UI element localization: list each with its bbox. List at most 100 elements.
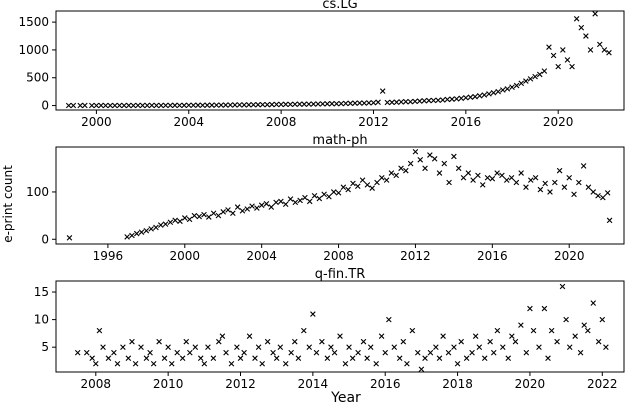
data-point — [422, 165, 428, 172]
data-point — [532, 174, 539, 181]
data-point — [316, 195, 323, 202]
data-point — [458, 338, 464, 345]
data-point — [129, 232, 135, 239]
data-point — [340, 184, 347, 191]
data-point — [105, 355, 112, 362]
data-point — [133, 230, 140, 237]
data-point — [407, 98, 414, 105]
data-point — [162, 102, 169, 109]
data-point — [342, 360, 349, 367]
data-point — [444, 96, 451, 103]
data-point — [311, 192, 318, 199]
data-point — [88, 102, 95, 109]
data-point — [373, 360, 379, 367]
plot-area-frame — [55, 280, 625, 373]
data-point — [153, 102, 160, 109]
x-tick-label: 2020 — [515, 377, 546, 391]
data-point — [156, 338, 162, 345]
data-point — [465, 170, 472, 176]
data-point — [509, 333, 515, 339]
data-point — [421, 98, 428, 104]
data-point — [263, 200, 270, 207]
data-point — [153, 224, 159, 231]
data-point — [82, 102, 88, 109]
data-point — [389, 99, 395, 106]
data-point — [273, 355, 280, 362]
data-point — [302, 194, 308, 201]
data-point — [364, 355, 370, 362]
data-point — [435, 97, 441, 104]
data-point — [239, 208, 246, 214]
data-point — [331, 349, 338, 356]
data-point — [409, 327, 416, 334]
data-point — [360, 338, 367, 345]
data-point — [219, 333, 226, 339]
data-point — [176, 102, 183, 109]
data-point — [504, 86, 511, 92]
data-point — [191, 212, 198, 219]
data-point — [523, 349, 530, 356]
data-point — [89, 355, 95, 362]
data-point — [258, 202, 265, 208]
data-point — [486, 91, 492, 97]
data-point — [241, 102, 247, 108]
data-point — [590, 189, 597, 195]
data-point — [295, 355, 302, 362]
data-point — [273, 199, 279, 206]
data-point — [93, 102, 100, 109]
data-point — [111, 349, 117, 356]
data-point — [66, 235, 73, 241]
data-point — [195, 102, 201, 109]
data-point — [585, 327, 591, 334]
data-point — [490, 89, 497, 96]
data-point — [383, 177, 390, 183]
data-point — [306, 101, 312, 107]
data-point — [445, 349, 452, 356]
data-point — [315, 101, 321, 107]
data-point — [135, 102, 141, 109]
data-point — [572, 333, 578, 339]
data-point — [472, 333, 479, 339]
data-point — [324, 101, 331, 107]
data-point — [590, 300, 597, 306]
data-point — [541, 305, 548, 312]
data-point — [550, 52, 557, 59]
data-point — [237, 355, 244, 362]
data-point — [599, 316, 606, 323]
data-point — [536, 344, 542, 350]
data-point — [453, 96, 460, 102]
data-point — [475, 172, 481, 179]
data-point — [333, 100, 340, 107]
data-point — [206, 214, 212, 220]
data-point — [536, 71, 543, 78]
data-point — [241, 349, 247, 356]
data-point — [418, 366, 425, 373]
data-point — [436, 170, 443, 176]
data-point — [393, 172, 400, 179]
data-point — [375, 99, 381, 106]
data-point — [463, 355, 470, 362]
data-point — [430, 97, 437, 104]
data-point — [403, 167, 409, 174]
data-point — [205, 344, 211, 350]
data-point — [580, 163, 587, 169]
data-point — [382, 349, 389, 356]
data-point — [121, 102, 127, 109]
data-point — [172, 102, 178, 109]
data-point — [422, 355, 428, 362]
data-point — [338, 100, 344, 107]
data-point — [324, 355, 331, 362]
data-point — [196, 213, 202, 220]
data-point — [292, 199, 299, 206]
data-point — [218, 102, 224, 108]
data-point — [269, 101, 275, 108]
data-point — [187, 349, 193, 356]
data-point — [561, 184, 568, 191]
data-point — [349, 355, 356, 362]
data-point — [374, 179, 380, 186]
data-point — [273, 101, 280, 108]
data-point — [386, 316, 392, 323]
data-point — [209, 102, 215, 108]
data-point — [470, 177, 476, 183]
data-point — [157, 222, 164, 228]
